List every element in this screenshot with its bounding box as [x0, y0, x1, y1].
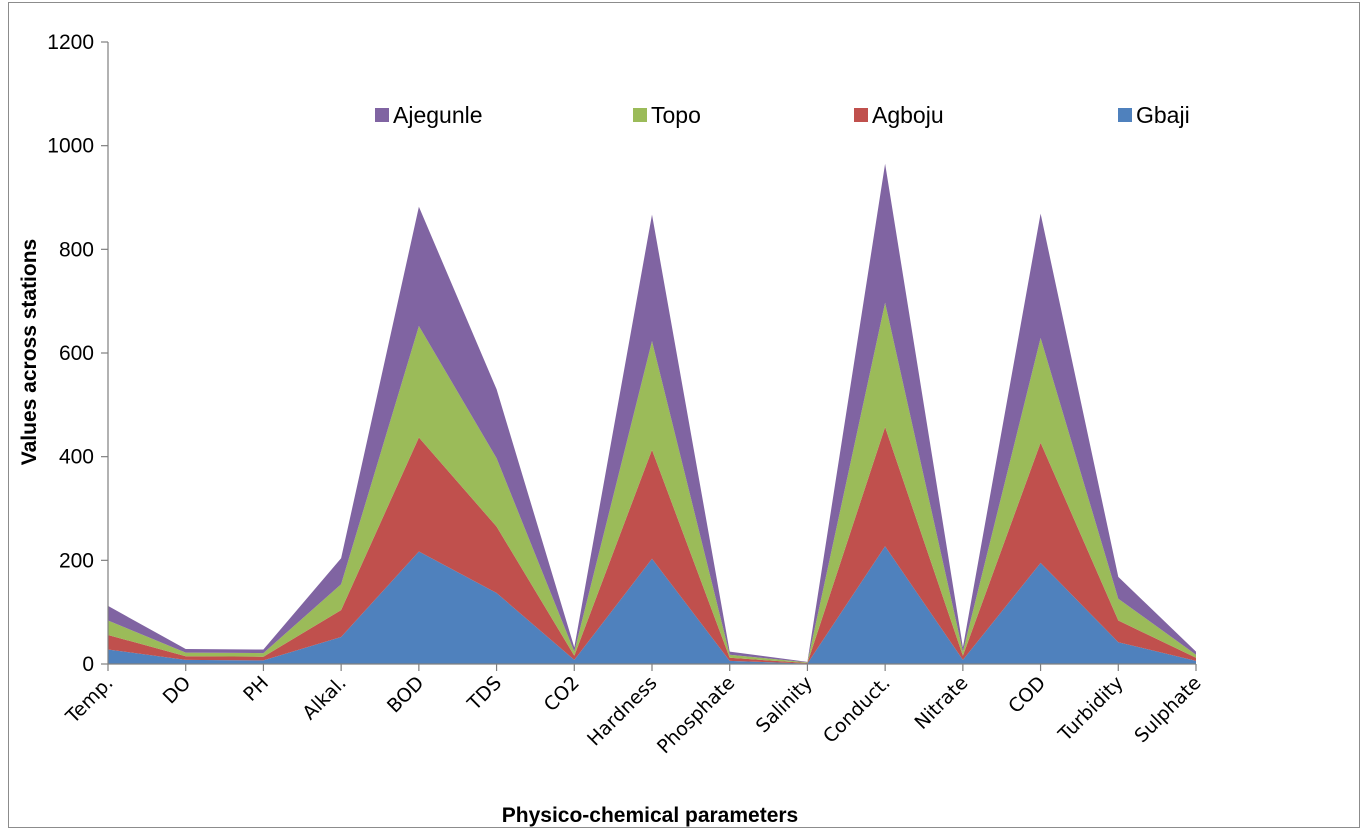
y-tick-label: 600: [59, 342, 94, 365]
x-tick-label: CO2: [540, 672, 584, 716]
legend-swatch-agboju: [854, 108, 868, 122]
y-tick-label: 200: [59, 549, 94, 572]
x-tick-label: PH: [239, 672, 273, 706]
area-series-group: [108, 163, 1196, 664]
x-tick-label: Phosphate: [653, 672, 739, 758]
legend: Ajegunle Topo Agboju Gbaji: [375, 102, 1190, 128]
legend-swatch-gbaji: [1118, 108, 1132, 122]
y-tick-label: 1200: [47, 31, 94, 54]
area-series-topo: [108, 302, 1196, 663]
legend-swatch-ajegunle: [375, 108, 389, 122]
y-tick-label: 400: [59, 446, 94, 469]
y-tick-label: 0: [82, 653, 94, 676]
x-tick-label: TDS: [463, 672, 506, 715]
x-tick-label: DO: [159, 672, 195, 708]
area-series-agboju: [108, 427, 1196, 664]
legend-label-topo: Topo: [651, 102, 701, 128]
legend-swatch-topo: [633, 108, 647, 122]
x-tick-label: Nitrate: [910, 672, 972, 734]
y-tick-label: 800: [59, 238, 94, 261]
x-tick-label: BOD: [383, 672, 428, 717]
x-tick-label: COD: [1004, 672, 1050, 718]
y-tick-label: 1000: [47, 135, 94, 158]
area-series-gbaji: [108, 546, 1196, 664]
x-tick-label: Salinity: [752, 672, 817, 737]
x-tick-label: Alkal.: [298, 672, 350, 724]
x-ticks-group: Temp. DO PH Alkal. BOD TDS CO2 HardnessPhosphat…: [61, 664, 1206, 758]
legend-label-ajegunle: Ajegunle: [393, 102, 483, 128]
y-ticks-group: 0 200 400 600 800 1000 1200: [47, 31, 108, 676]
x-tick-label: Turbidity: [1054, 672, 1128, 746]
x-tick-label: Conduct.: [819, 672, 895, 748]
area-series-ajegunle: [108, 163, 1196, 663]
x-tick-label: Hardness: [583, 672, 661, 750]
legend-label-agboju: Agboju: [872, 102, 944, 128]
y-axis-title: Values across stations: [18, 239, 41, 465]
x-tick-label: Sulphate: [1130, 672, 1205, 747]
x-axis-title: Physico-chemical parameters: [502, 804, 798, 827]
x-tick-label: Temp.: [61, 672, 117, 728]
legend-label-gbaji: Gbaji: [1136, 102, 1190, 128]
